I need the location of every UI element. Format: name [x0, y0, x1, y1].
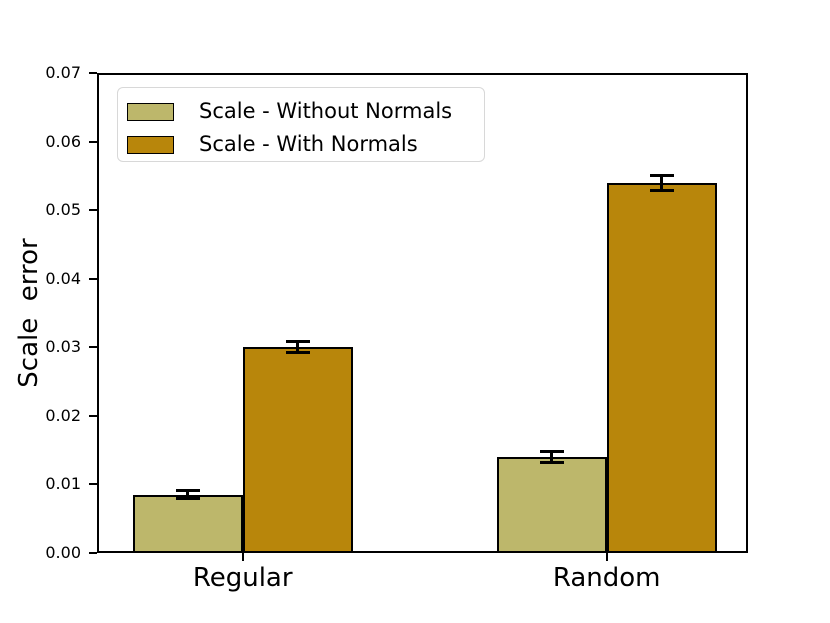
bar: [242, 347, 353, 553]
legend-swatch: [127, 102, 174, 121]
y-tick-mark: [89, 209, 97, 212]
y-tick-mark: [89, 414, 97, 417]
error-bar-cap: [175, 497, 200, 501]
legend: Scale - Without Normals Scale - With Norm…: [117, 87, 485, 162]
error-bar-cap: [175, 489, 200, 493]
legend-row: Scale - Without Normals: [127, 95, 484, 128]
error-bar-line: [660, 175, 664, 191]
error-bar-line: [186, 490, 190, 499]
error-bar-cap: [285, 340, 310, 344]
error-bar-cap: [285, 351, 310, 355]
y-tick-mark: [89, 72, 97, 74]
y-tick-label: 0.03: [45, 337, 81, 357]
legend-label: Scale - Without Normals: [199, 99, 453, 123]
x-tick-label: Random: [552, 563, 661, 593]
y-tick-label: 0.07: [45, 63, 81, 82]
x-tick-mark: [605, 553, 608, 561]
x-tick-label: Regular: [192, 563, 293, 593]
legend-swatch: [127, 135, 174, 154]
y-tick-label: 0.06: [45, 131, 81, 151]
x-tick-mark: [241, 553, 244, 561]
legend-label: Scale - With Normals: [199, 132, 418, 156]
y-tick-mark: [89, 346, 97, 349]
bar: [606, 182, 717, 553]
y-tick-label: 0.02: [45, 405, 81, 425]
y-axis-label: Scale error: [14, 238, 44, 388]
y-tick-mark: [89, 552, 97, 554]
error-bar-cap: [539, 450, 564, 453]
y-tick-label: 0.04: [45, 268, 81, 288]
error-bar-cap: [649, 173, 674, 177]
legend-row: Scale - With Normals: [127, 128, 484, 161]
y-tick-mark: [89, 277, 97, 280]
bar: [132, 494, 243, 553]
y-tick-mark: [89, 140, 97, 143]
y-tick-label: 0.01: [45, 474, 81, 494]
y-tick-label: 0.05: [45, 200, 81, 220]
error-bar-cap: [649, 188, 674, 192]
y-tick-mark: [89, 483, 97, 486]
y-tick-label: 0.00: [45, 543, 81, 562]
error-bar-cap: [539, 460, 564, 464]
bar: [496, 457, 607, 553]
error-bar-line: [550, 451, 554, 463]
error-bar-line: [296, 341, 300, 353]
